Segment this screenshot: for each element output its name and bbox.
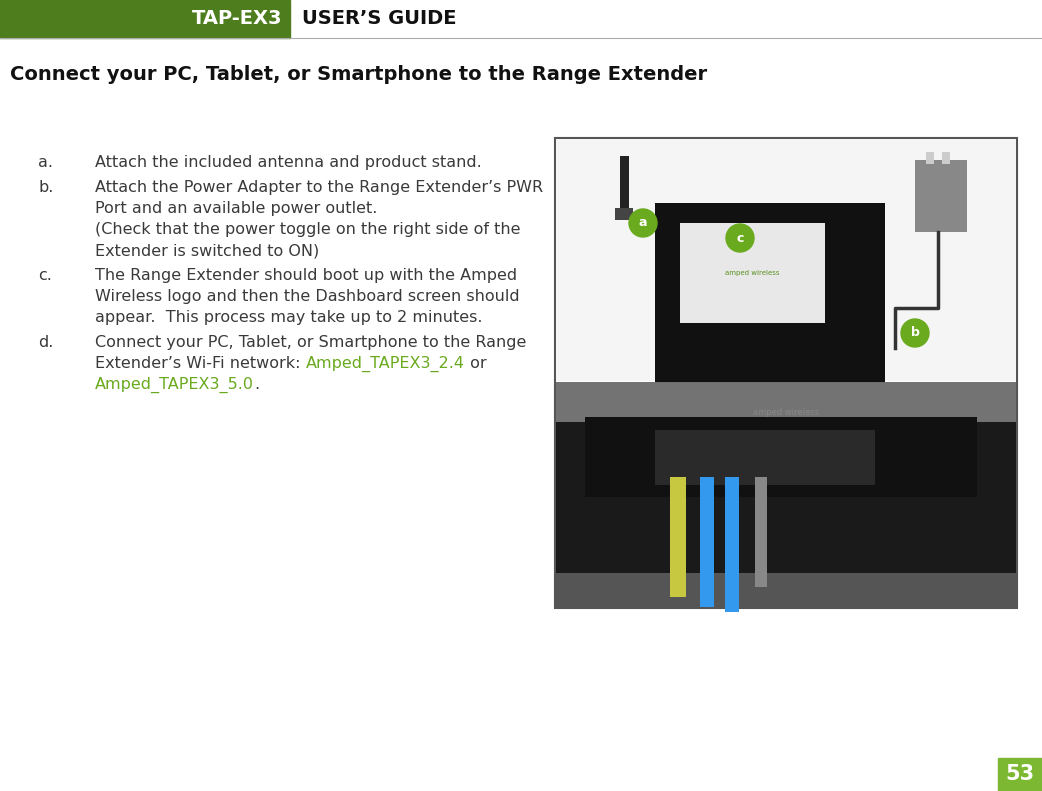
Text: appear.  This process may take up to 2 minutes.: appear. This process may take up to 2 mi…: [95, 310, 482, 325]
Bar: [620, 156, 629, 211]
Text: Wireless logo and then the Dashboard screen should: Wireless logo and then the Dashboard scr…: [95, 289, 520, 304]
Circle shape: [629, 209, 658, 237]
Bar: [926, 152, 934, 164]
Text: a.: a.: [38, 155, 53, 170]
Bar: [556, 573, 1016, 607]
Text: c.: c.: [38, 268, 52, 283]
Bar: [755, 478, 767, 588]
Text: 53: 53: [1006, 764, 1035, 785]
Text: a: a: [639, 217, 647, 229]
Bar: [725, 478, 739, 612]
Circle shape: [726, 224, 754, 252]
Text: Amped_TAPEX3_2.4: Amped_TAPEX3_2.4: [305, 356, 465, 373]
Text: or: or: [465, 356, 487, 371]
Text: Extender’s Wi-Fi network:: Extender’s Wi-Fi network:: [95, 356, 305, 371]
Bar: [556, 382, 1016, 422]
Bar: [998, 758, 1042, 791]
Bar: [0, 0, 1042, 38]
Text: .: .: [254, 377, 259, 392]
Text: b.: b.: [38, 180, 53, 195]
Bar: [670, 478, 686, 597]
Bar: [655, 430, 875, 486]
Bar: [0, 0, 290, 38]
Bar: [942, 152, 950, 164]
Bar: [555, 138, 1017, 608]
Circle shape: [901, 319, 929, 347]
Text: Attach the Power Adapter to the Range Extender’s PWR: Attach the Power Adapter to the Range Ex…: [95, 180, 543, 195]
Text: d.: d.: [38, 335, 53, 350]
Bar: [915, 160, 967, 232]
Bar: [680, 223, 825, 323]
Bar: [556, 382, 1016, 607]
Bar: [585, 418, 977, 498]
Text: b: b: [911, 327, 919, 339]
Text: Amped_TAPEX3_5.0: Amped_TAPEX3_5.0: [95, 377, 254, 393]
Text: Attach the included antenna and product stand.: Attach the included antenna and product …: [95, 155, 481, 170]
Text: Connect your PC, Tablet, or Smartphone to the Range Extender: Connect your PC, Tablet, or Smartphone t…: [10, 66, 708, 85]
Bar: [556, 139, 1016, 381]
Text: Connect your PC, Tablet, or Smartphone to the Range: Connect your PC, Tablet, or Smartphone t…: [95, 335, 526, 350]
Text: (Check that the power toggle on the right side of the: (Check that the power toggle on the righ…: [95, 222, 521, 237]
Text: TAP-EX3: TAP-EX3: [192, 9, 282, 28]
Text: amped wireless: amped wireless: [753, 408, 819, 417]
Text: The Range Extender should boot up with the Amped: The Range Extender should boot up with t…: [95, 268, 517, 283]
Text: USER’S GUIDE: USER’S GUIDE: [302, 9, 456, 28]
Bar: [700, 478, 714, 607]
Text: amped wireless: amped wireless: [725, 270, 779, 276]
Text: Port and an available power outlet.: Port and an available power outlet.: [95, 201, 377, 216]
Text: Extender is switched to ON): Extender is switched to ON): [95, 243, 319, 258]
Text: c: c: [737, 232, 744, 244]
Bar: [655, 203, 885, 383]
Bar: [615, 208, 632, 220]
